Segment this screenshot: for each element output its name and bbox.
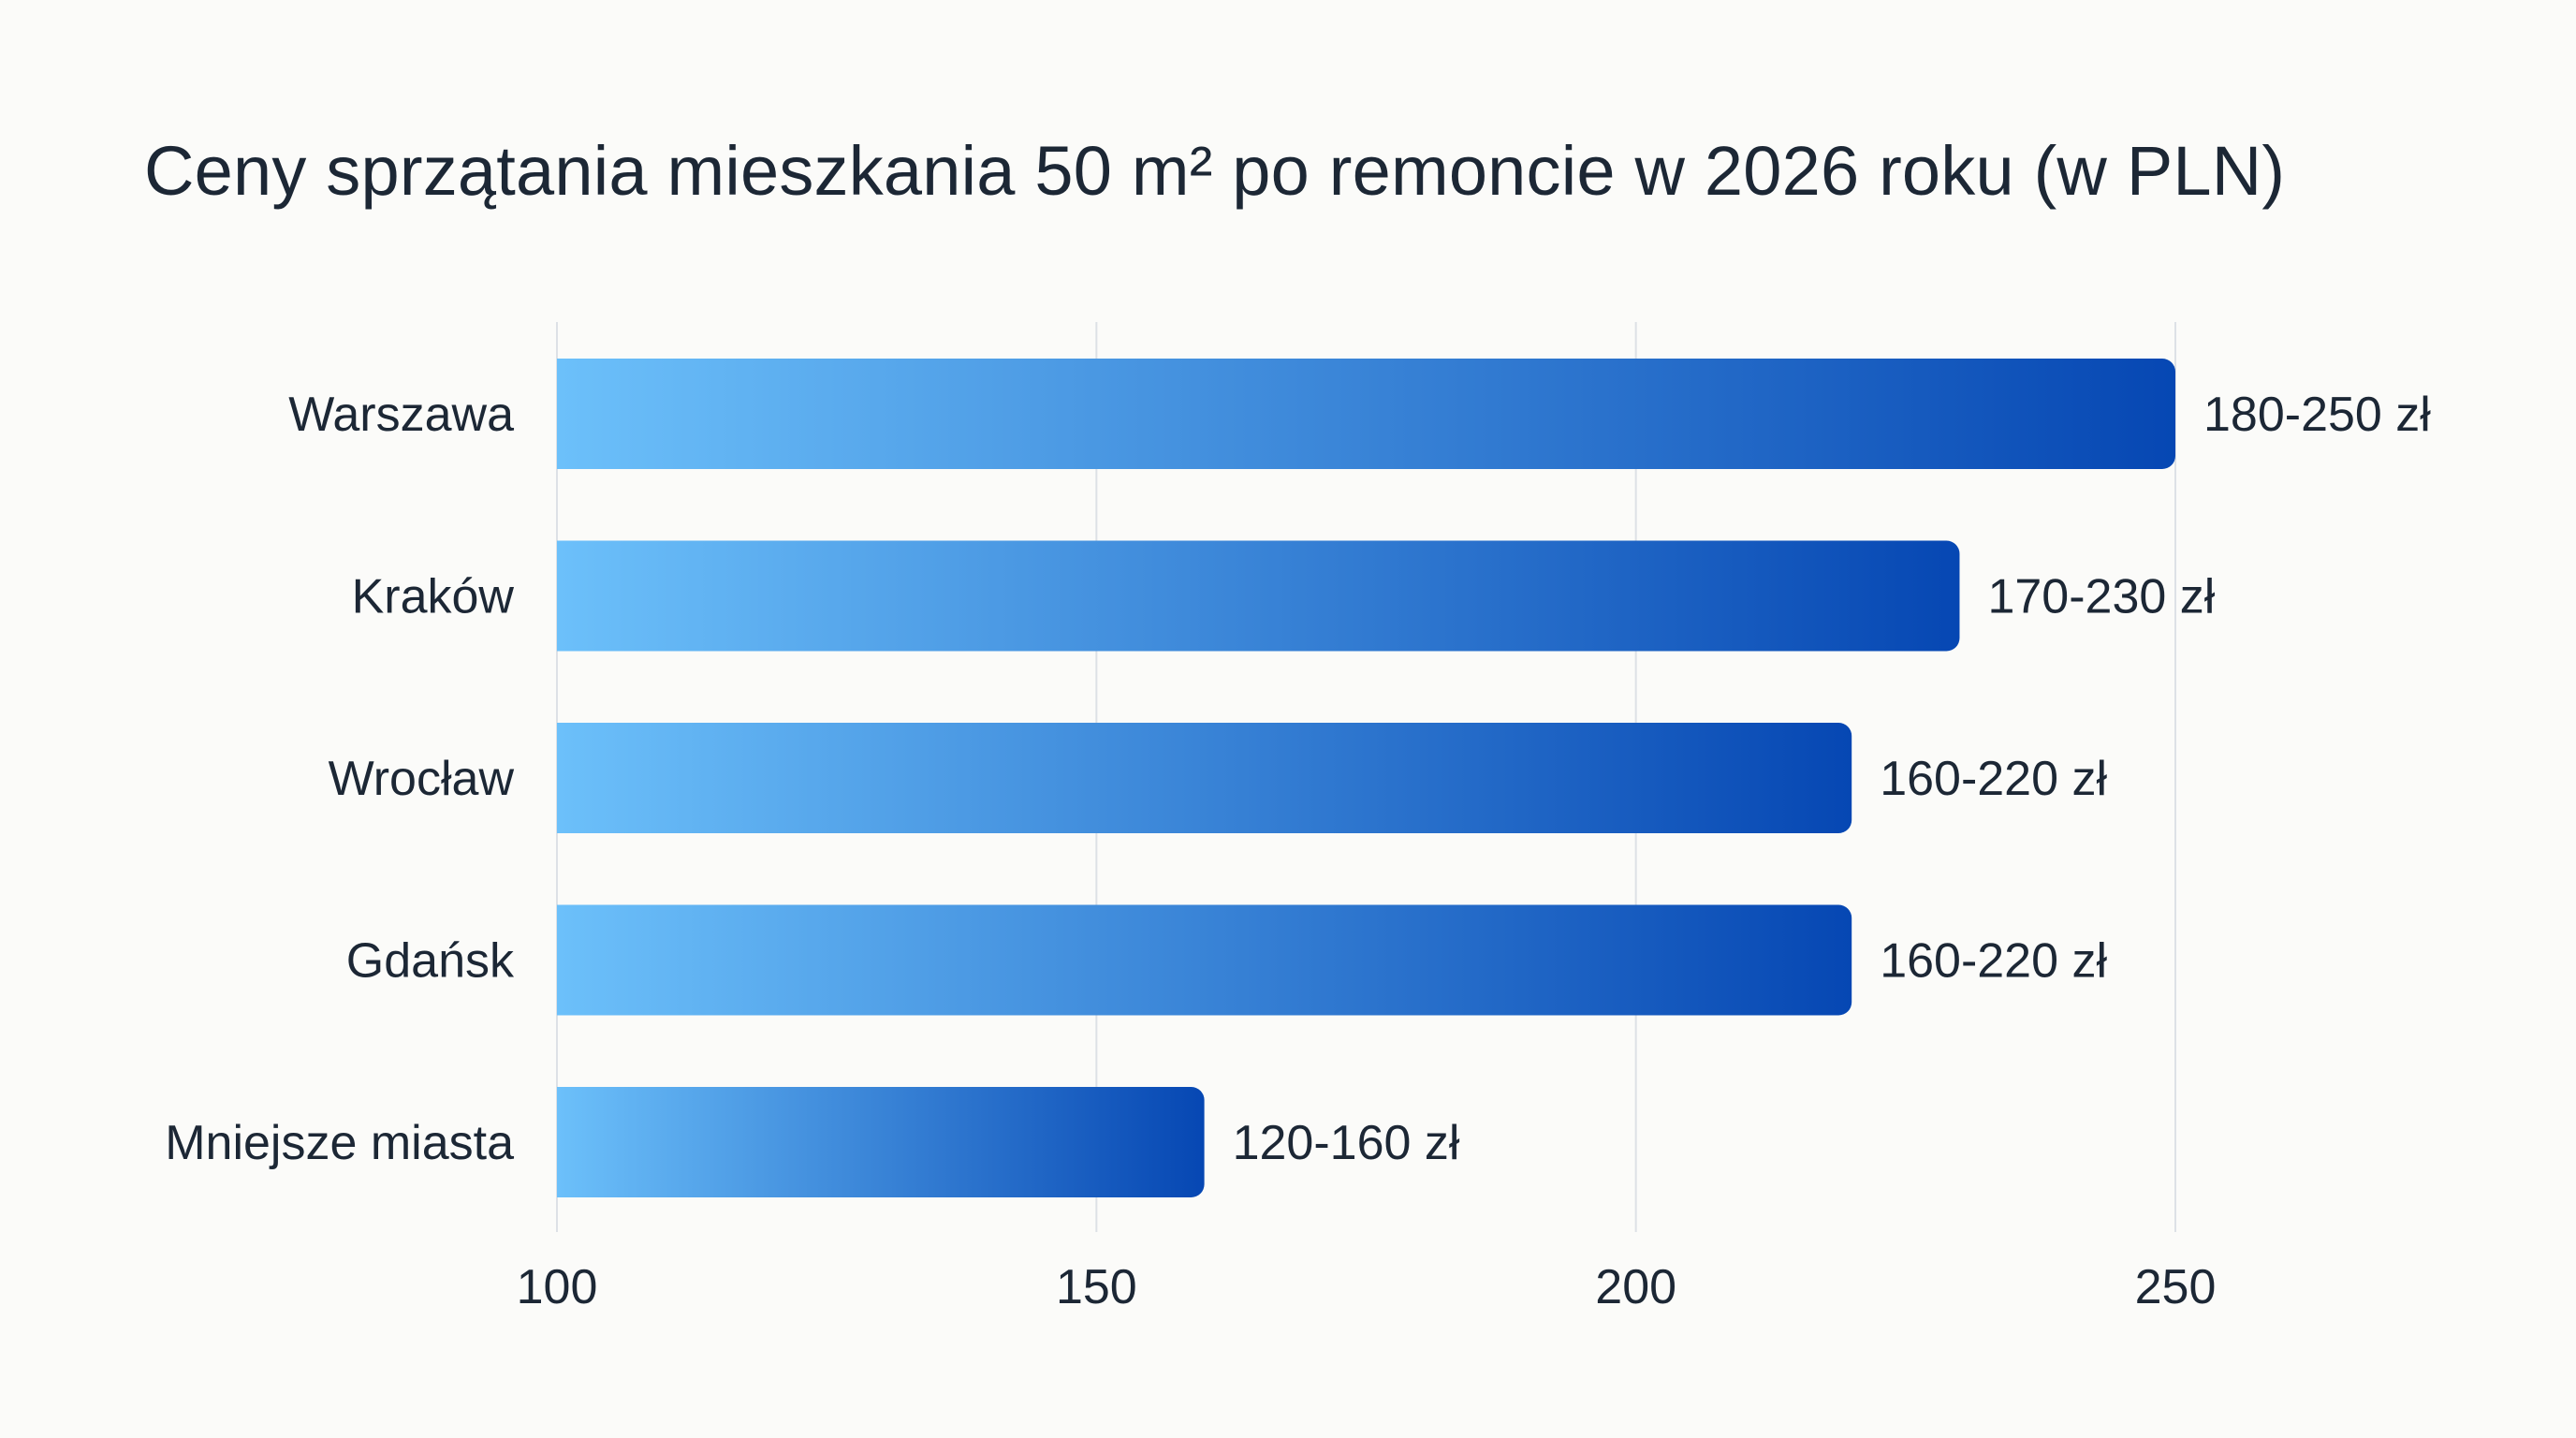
category-label: Wrocław — [329, 752, 515, 806]
data-label: 180-250 zł — [2203, 388, 2431, 442]
category-label: Kraków — [352, 570, 515, 624]
x-tick-label: 150 — [1056, 1260, 1137, 1314]
bar[interactable] — [557, 540, 1960, 652]
bar-group: Kraków 170-230 zł — [352, 540, 2216, 652]
bar-group: Gdańsk 160-220 zł — [346, 904, 2107, 1016]
category-label: Mniejsze miasta — [165, 1116, 514, 1170]
category-label: Gdańsk — [346, 934, 515, 989]
data-label: 120-160 zł — [1233, 1116, 1460, 1170]
bar[interactable] — [557, 1087, 1205, 1197]
chart-title: Ceny sprzątania mieszkania 50 m² po remo… — [144, 132, 2286, 210]
data-label: 160-220 zł — [1880, 752, 2107, 806]
bar-group: Wrocław 160-220 zł — [329, 723, 2107, 833]
bar-group: Warszawa 180-250 zł — [288, 359, 2431, 469]
bar-group: Mniejsze miasta 120-160 zł — [165, 1087, 1460, 1197]
x-tick-label: 250 — [2135, 1260, 2217, 1314]
data-label: 160-220 zł — [1880, 934, 2107, 989]
bar[interactable] — [557, 904, 1852, 1016]
bar[interactable] — [557, 723, 1852, 833]
x-tick-label: 100 — [517, 1260, 598, 1314]
x-tick-label: 200 — [1595, 1260, 1676, 1314]
bar[interactable] — [557, 359, 2175, 469]
data-label: 170-230 zł — [1987, 570, 2215, 624]
category-label: Warszawa — [288, 388, 514, 442]
